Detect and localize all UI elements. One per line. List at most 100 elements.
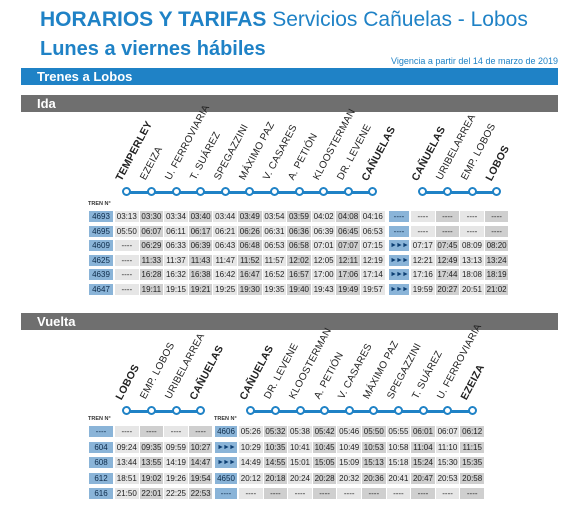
- time-cell: ----: [435, 225, 460, 237]
- time-cell: 19:02: [139, 472, 164, 484]
- time-cell: 15:09: [337, 457, 361, 468]
- time-cell: ----: [386, 488, 411, 499]
- time-cell: 03:40: [188, 211, 213, 222]
- time-cell: 20:18: [263, 472, 288, 484]
- time-cell: 22:25: [164, 488, 188, 499]
- title-bold: HORARIOS Y TARIFAS: [40, 8, 267, 31]
- time-cell: 19:30: [238, 283, 262, 295]
- connection-cell: ----: [389, 225, 409, 237]
- time-cell: 05:26: [239, 426, 263, 437]
- time-cell: 20:24: [288, 472, 312, 484]
- time-cell: 19:40: [287, 283, 311, 295]
- time-cell: 12:05: [311, 254, 336, 266]
- station-dot: [196, 186, 206, 196]
- station-dot: [443, 405, 453, 415]
- time-cell: 20:27: [435, 283, 460, 295]
- time-cell: ----: [411, 211, 435, 222]
- time-cell: ----: [288, 488, 312, 499]
- time-cell: 16:52: [262, 269, 287, 280]
- time-cell: 14:49: [239, 457, 263, 468]
- time-cell: 10:58: [386, 441, 411, 453]
- station-dot: [171, 405, 181, 415]
- time-cell: ----: [411, 225, 435, 237]
- time-cell: 11:15: [460, 441, 484, 453]
- station-dot: [343, 186, 353, 196]
- time-cell: 10:45: [312, 441, 337, 453]
- time-cell: 03:59: [287, 211, 311, 222]
- time-cell: ----: [460, 211, 484, 222]
- connection-cell: ►►►: [215, 441, 237, 453]
- time-cell: 10:53: [362, 441, 386, 453]
- time-cell: 16:28: [139, 269, 164, 280]
- time-cell: 05:38: [288, 426, 312, 437]
- connection-cell: ►►►: [389, 283, 409, 295]
- tren-label-link: TREN N°: [214, 416, 237, 422]
- time-cell: 06:45: [336, 225, 360, 237]
- route-line-left: [126, 410, 201, 413]
- time-cell: ----: [484, 211, 509, 222]
- time-cell: 06:48: [238, 240, 262, 251]
- section-bar: Trenes a Lobos: [21, 68, 558, 85]
- time-cell: ----: [115, 254, 139, 266]
- station-dot: [171, 186, 181, 196]
- time-cell: 20:36: [362, 472, 386, 484]
- station-dot: [369, 405, 379, 415]
- station-dot: [270, 405, 280, 415]
- connection-cell: ►►►: [215, 457, 237, 468]
- station-dot: [442, 186, 452, 196]
- time-cell: 15:05: [312, 457, 337, 468]
- vigencia-note: Vigencia a partir del 14 de marzo de 201…: [391, 56, 558, 66]
- time-cell: 07:15: [361, 240, 385, 251]
- time-cell: 03:54: [262, 211, 287, 222]
- time-cell: 10:27: [188, 441, 213, 453]
- time-cell: 19:11: [139, 283, 164, 295]
- route-line-right: [422, 191, 497, 194]
- station-dot: [246, 405, 256, 415]
- time-cell: 03:34: [164, 211, 188, 222]
- time-cell: 15:30: [435, 457, 460, 468]
- time-cell: 05:55: [386, 426, 411, 437]
- time-cell: 06:01: [411, 426, 435, 437]
- connection-cell: ►►►: [389, 240, 409, 251]
- tren-label: TREN N°: [88, 416, 111, 422]
- station-dot: [467, 186, 477, 196]
- time-cell: 04:08: [336, 211, 360, 222]
- station-dot: [393, 405, 403, 415]
- train-number: 616: [89, 488, 113, 499]
- time-cell: 19:15: [164, 283, 188, 295]
- tren-label: TREN N°: [88, 201, 111, 207]
- time-cell: 19:35: [262, 283, 287, 295]
- time-cell: 11:52: [238, 254, 262, 266]
- time-cell: 11:37: [164, 254, 188, 266]
- time-cell: 11:47: [213, 254, 237, 266]
- station-dot: [146, 405, 156, 415]
- time-cell: 05:50: [115, 225, 139, 237]
- train-number: 4647: [89, 283, 113, 295]
- time-cell: 03:44: [213, 211, 237, 222]
- time-cell: 06:29: [139, 240, 164, 251]
- vuelta-bar: Vuelta: [21, 313, 558, 330]
- time-cell: 17:16: [411, 269, 435, 280]
- time-cell: 06:53: [361, 225, 385, 237]
- time-cell: 21:02: [484, 283, 509, 295]
- connection-cell: ►►►: [389, 269, 409, 280]
- train-number: ----: [89, 426, 113, 437]
- station-dot: [245, 186, 255, 196]
- time-cell: 19:26: [164, 472, 188, 484]
- station-label: LOBOS: [113, 362, 142, 402]
- time-cell: 20:47: [411, 472, 435, 484]
- time-cell: 19:59: [411, 283, 435, 295]
- station-dot: [418, 186, 428, 196]
- station-dot: [146, 186, 156, 196]
- time-cell: 06:21: [213, 225, 237, 237]
- time-cell: 06:07: [139, 225, 164, 237]
- time-cell: 16:42: [213, 269, 237, 280]
- time-cell: ----: [460, 225, 484, 237]
- station-dot: [418, 405, 428, 415]
- time-cell: 06:36: [287, 225, 311, 237]
- station-label: LOBOS: [482, 143, 512, 183]
- time-cell: 15:13: [362, 457, 386, 468]
- time-cell: ----: [337, 488, 361, 499]
- time-cell: 11:10: [435, 441, 460, 453]
- time-cell: 15:24: [411, 457, 435, 468]
